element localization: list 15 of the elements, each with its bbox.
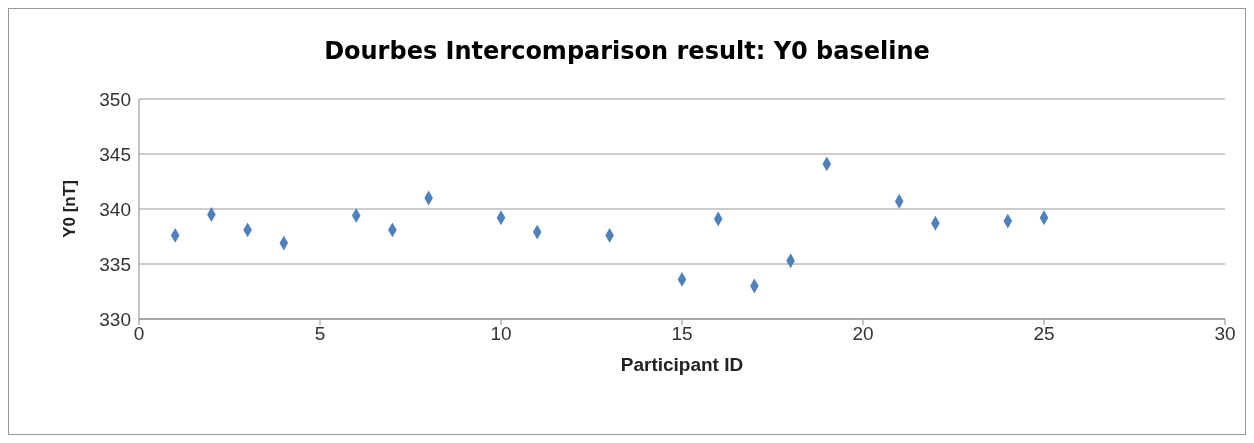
y-tick-label: 340 <box>99 198 131 220</box>
x-tick-label: 25 <box>1033 323 1055 345</box>
y-axis-title: Y0 [nT] <box>60 180 80 238</box>
y-tick-label: 350 <box>99 88 131 110</box>
x-tick-label: 20 <box>852 323 874 345</box>
x-tick-label: 5 <box>314 323 326 345</box>
x-tick-label: 10 <box>490 323 512 345</box>
y-tick-label: 345 <box>99 143 131 165</box>
chart-title: Dourbes Intercomparison result: Y0 baseline <box>323 37 931 65</box>
x-axis-title: Participant ID <box>620 354 744 375</box>
x-tick-label: 30 <box>1214 323 1236 345</box>
y-tick-label: 335 <box>99 253 131 275</box>
x-tick-label: 0 <box>133 323 145 345</box>
y-tick-label: 330 <box>99 308 131 330</box>
x-tick-label: 15 <box>671 323 693 345</box>
